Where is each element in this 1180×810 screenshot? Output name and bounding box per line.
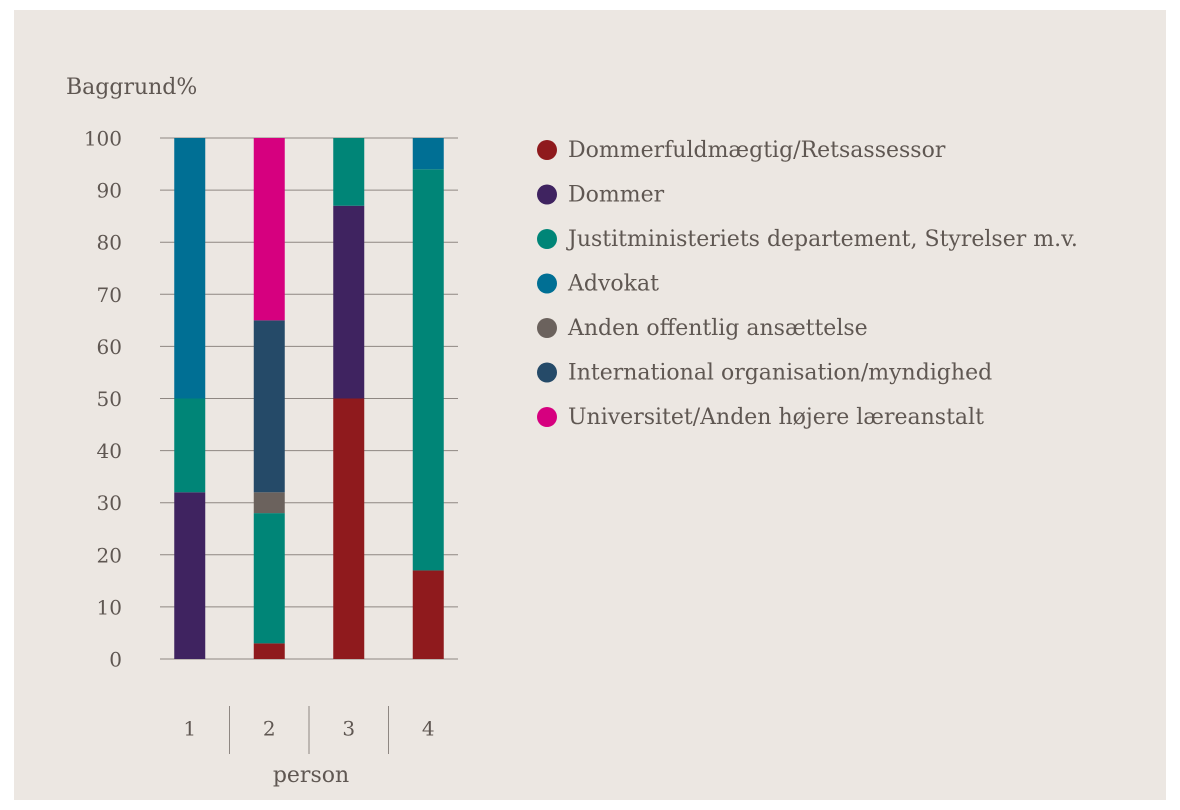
y-tick-label: 30 <box>97 491 122 515</box>
y-tick-label: 40 <box>97 439 122 463</box>
legend-label: Universitet/Anden højere læreanstalt <box>568 405 984 430</box>
bar-segment <box>253 643 285 659</box>
legend-label: Justitministeriets departement, Styrelse… <box>566 227 1078 252</box>
y-tick-label: 90 <box>97 179 122 203</box>
y-tick-label: 20 <box>97 543 122 567</box>
y-tick-label: 80 <box>97 231 122 255</box>
bar-segment <box>253 513 285 644</box>
legend-marker <box>537 229 557 249</box>
y-tick-label: 100 <box>84 127 122 151</box>
legend-marker <box>537 362 557 383</box>
panel <box>14 10 1166 800</box>
x-tick-label: 1 <box>183 717 196 741</box>
y-tick-label: 60 <box>97 335 122 359</box>
legend-label: Anden offentlig ansættelse <box>567 316 868 341</box>
legend-marker <box>537 273 557 294</box>
y-tick-label: 0 <box>109 648 122 672</box>
bar-segment <box>412 138 444 170</box>
bar-segment <box>253 492 285 514</box>
x-tick-label: 2 <box>263 717 276 741</box>
bar-segment <box>174 398 206 493</box>
bar-segment <box>174 492 206 659</box>
legend-marker <box>537 318 557 338</box>
legend-label: International organisation/myndighed <box>568 361 992 386</box>
x-tick-label: 3 <box>342 717 355 741</box>
legend-label: Dommer <box>568 183 665 208</box>
y-tick-label: 50 <box>97 387 122 411</box>
legend-marker <box>537 140 557 160</box>
bar-segment <box>253 320 285 493</box>
legend-marker <box>537 407 557 427</box>
bar-segment <box>333 398 365 659</box>
bar-segment <box>412 169 444 571</box>
bar-segment <box>412 570 444 659</box>
bar-segment <box>253 138 285 321</box>
x-axis-label: person <box>273 763 349 788</box>
bar-segment <box>174 138 206 399</box>
chart-title: Baggrund% <box>66 75 197 100</box>
legend-label: Dommerfuldmægtig/Retsassessor <box>568 138 946 163</box>
x-tick-label: 4 <box>422 717 435 741</box>
legend-marker <box>537 184 557 205</box>
bar-segment <box>333 138 365 206</box>
legend-label: Advokat <box>567 272 659 297</box>
bar-segment <box>333 205 365 399</box>
y-tick-label: 70 <box>97 283 122 307</box>
y-tick-label: 10 <box>97 595 122 619</box>
